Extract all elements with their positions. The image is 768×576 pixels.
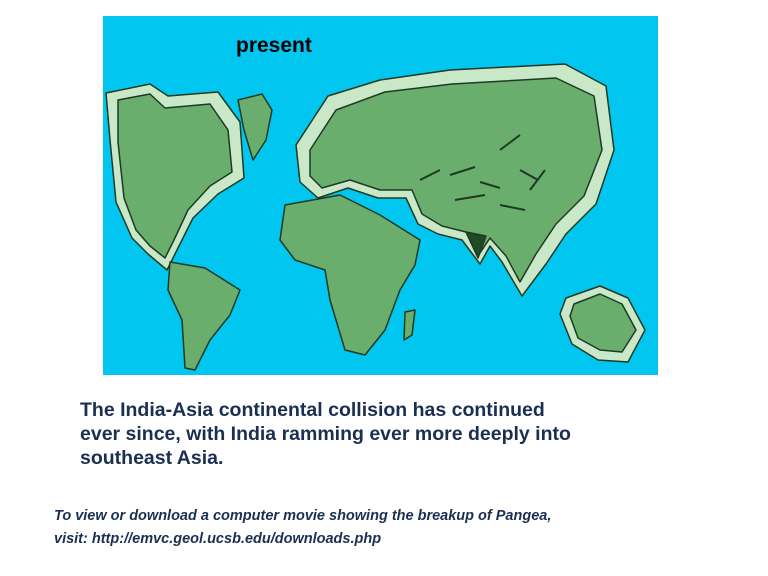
greenland — [237, 93, 273, 161]
india-plate — [465, 231, 487, 259]
madagascar — [403, 309, 416, 341]
mountain-ridges — [419, 134, 546, 211]
australia — [569, 293, 637, 353]
map-title: present — [236, 34, 312, 57]
note-link-line[interactable]: visit: http://emvc.geol.ucsb.edu/downloa… — [54, 531, 382, 547]
caption-line: The India-Asia continental collision has… — [80, 399, 545, 421]
eurasia — [309, 77, 603, 283]
download-note: To view or download a computer movie sho… — [54, 505, 551, 551]
africa — [279, 194, 421, 356]
note-line: To view or download a computer movie sho… — [54, 508, 552, 524]
world-map-present — [103, 16, 658, 375]
north-america — [117, 93, 233, 259]
caption-line: southeast Asia. — [80, 447, 224, 469]
south-america — [167, 261, 241, 371]
caption: The India-Asia continental collision has… — [80, 398, 720, 470]
caption-line: ever since, with India ramming ever more… — [80, 423, 571, 445]
